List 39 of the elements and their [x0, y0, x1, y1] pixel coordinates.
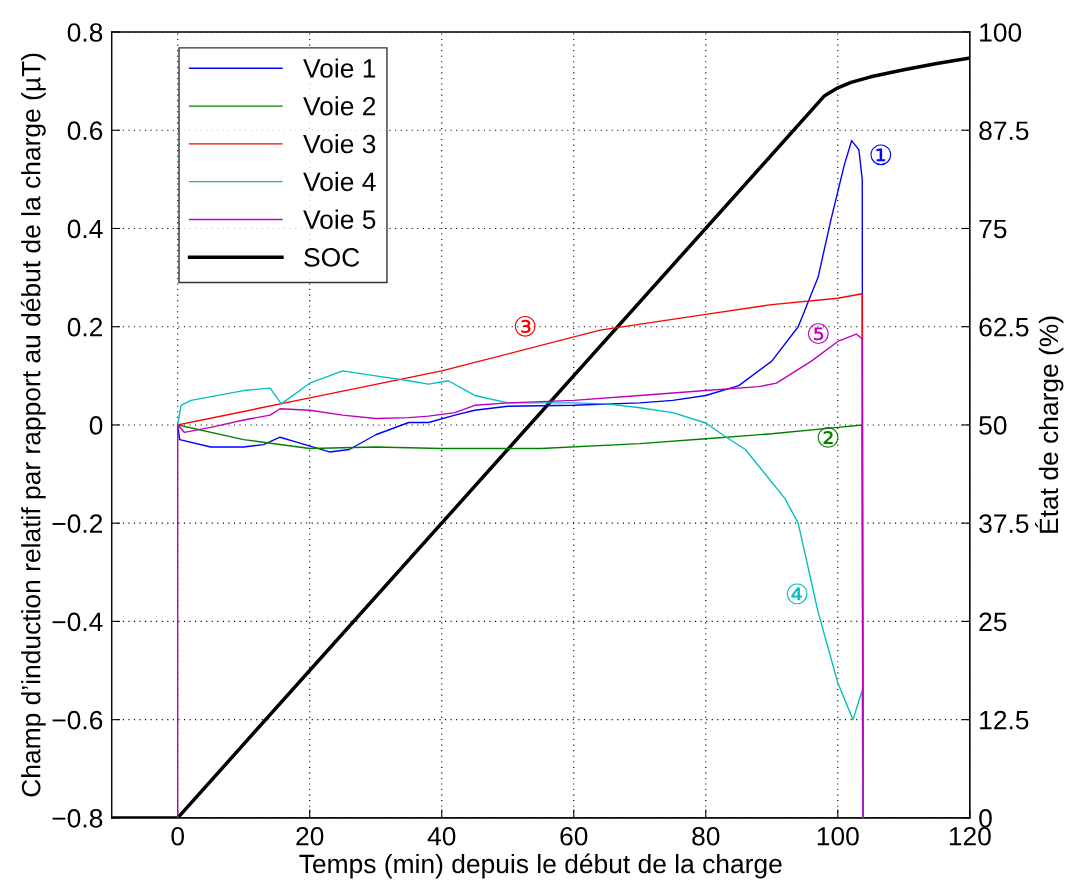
y2-tick-label: 87.5: [979, 121, 1029, 141]
y-tick-label: −0.6: [52, 710, 103, 730]
y-tick-label: 0.8: [67, 23, 103, 42]
y2-tick-label: 100: [980, 23, 1022, 42]
legend-label: Voie 4: [303, 171, 376, 192]
legend-label: SOC: [304, 248, 360, 267]
x-tick-label: 100: [817, 826, 859, 846]
y2-tick-label: 50: [979, 416, 1007, 435]
x-tick-label: 80: [692, 826, 720, 846]
y2-tick-label: 0: [979, 809, 992, 828]
y-tick-label: 0: [89, 416, 103, 435]
y-tick-label: 0.6: [67, 121, 103, 141]
y2-tick-label: 62.5: [979, 317, 1029, 337]
y-tick-label: −0.8: [52, 809, 103, 828]
y-tick-label: −0.4: [52, 612, 103, 632]
y2-tick-label: 37.5: [979, 514, 1029, 533]
y2-tick-label: 25: [979, 612, 1007, 632]
y2-axis-title: État de charge (%): [1035, 316, 1064, 533]
x-axis-title: Temps (min) depuis le début de la charge: [299, 853, 782, 879]
y-tick-label: 0.2: [67, 317, 103, 337]
x-tick-label: 120: [949, 826, 991, 846]
legend-label: Voie 1: [303, 58, 376, 78]
x-tick-label: 40: [427, 826, 456, 846]
x-tick-label: 0: [171, 826, 185, 846]
x-tick-label: 60: [560, 826, 588, 846]
annotation: ④: [786, 583, 808, 605]
y-tick-label: −0.2: [52, 514, 103, 533]
y-axis-title: Champ d’induction relatif par rapport au début de la charge (µT): [20, 53, 46, 797]
y-tick-label: 0.4: [67, 219, 103, 239]
annotation: ②: [817, 427, 839, 448]
y2-tick-label: 75: [979, 219, 1007, 239]
annotation: ③: [514, 315, 536, 337]
y2-tick-label: 12.5: [980, 710, 1029, 730]
legend-label: Voie 2: [303, 96, 376, 116]
annotation: ①: [870, 144, 892, 166]
legend-label: Voie 5: [303, 209, 376, 229]
legend-label: Voie 3: [303, 133, 376, 154]
x-tick-label: 20: [296, 826, 324, 846]
annotation: ⑤: [807, 323, 829, 345]
